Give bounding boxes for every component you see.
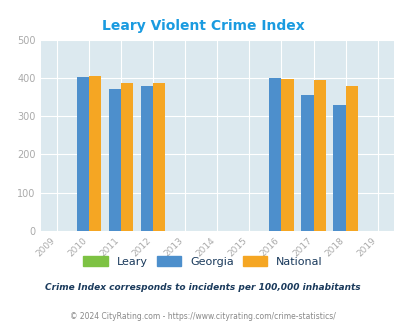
Bar [281, 79, 293, 231]
Bar [269, 78, 281, 231]
Bar [89, 76, 101, 231]
Legend: Leary, Georgia, National: Leary, Georgia, National [79, 251, 326, 271]
Bar [153, 83, 165, 231]
Bar [333, 105, 345, 231]
Bar [109, 89, 121, 231]
Bar [141, 85, 153, 231]
Text: Leary Violent Crime Index: Leary Violent Crime Index [101, 19, 304, 33]
Bar [345, 86, 357, 231]
Bar [121, 83, 133, 231]
Text: © 2024 CityRating.com - https://www.cityrating.com/crime-statistics/: © 2024 CityRating.com - https://www.city… [70, 312, 335, 321]
Text: Crime Index corresponds to incidents per 100,000 inhabitants: Crime Index corresponds to incidents per… [45, 282, 360, 292]
Bar [301, 95, 313, 231]
Bar [313, 80, 325, 231]
Bar [77, 78, 89, 231]
